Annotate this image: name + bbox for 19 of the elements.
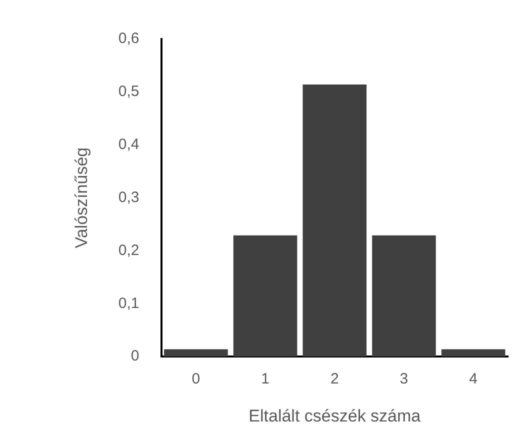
- bar: [302, 84, 367, 357]
- x-tick-label: 0: [192, 370, 200, 388]
- x-axis-title: Eltalált csészék száma: [248, 406, 422, 426]
- bar: [372, 235, 436, 357]
- x-tick-label: 2: [330, 370, 339, 388]
- x-tick-label: 1: [261, 370, 270, 388]
- y-tick-label: 0,3: [118, 188, 140, 206]
- y-tick-label: 0: [130, 348, 140, 365]
- bar: [233, 235, 298, 357]
- bar: [164, 349, 228, 357]
- y-tick-label: 0,4: [118, 136, 140, 154]
- y-tick-label: 0,1: [118, 294, 140, 312]
- y-axis-title: Valószínűség: [72, 147, 91, 248]
- y-tick-label: 0,6: [118, 30, 140, 48]
- x-tick-label: 3: [400, 370, 408, 388]
- x-tick-label: 4: [469, 370, 478, 388]
- y-tick-label: 0,2: [118, 242, 140, 259]
- bar: [441, 349, 506, 357]
- y-tick-label: 0,5: [118, 83, 140, 100]
